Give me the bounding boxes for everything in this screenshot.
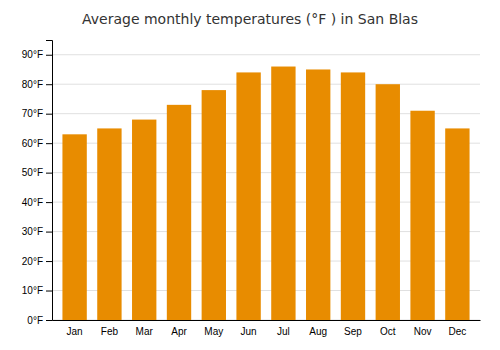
tick-label: 70°F [22, 108, 43, 119]
bar [410, 111, 434, 320]
tick-label: Oct [380, 326, 396, 337]
tick: 40°F [22, 197, 52, 208]
title: Average monthly temperatures (°F ) in Sa… [82, 11, 418, 27]
bars [62, 67, 469, 320]
tick: 10°F [22, 285, 52, 296]
tick-mark [46, 202, 52, 203]
tick: Jan [67, 326, 83, 337]
tick-mark [46, 114, 52, 115]
tick-label: May [204, 326, 223, 337]
bar [202, 90, 226, 320]
tick: Jun [241, 326, 257, 337]
bar [445, 128, 469, 320]
axis-line [53, 320, 481, 321]
tick-label: 90°F [22, 49, 43, 60]
tick-mark [46, 261, 52, 262]
tick: Sep [344, 326, 362, 337]
axis-line [46, 41, 53, 321]
x-axis: Jan Feb Mar Apr May Jun Jul Aug Sep Oct Nov Dec [53, 321, 481, 338]
tick-label: Aug [309, 326, 327, 337]
tick: 30°F [22, 226, 52, 237]
tick: 90°F [22, 49, 52, 60]
tick: Feb [101, 326, 119, 337]
y-axis: 0°F 10°F 20°F 30°F 40°F 50°F 60°F 70°F 80°F 90°F [22, 41, 53, 326]
tick-label: Jul [277, 326, 290, 337]
tick: Apr [171, 326, 187, 337]
tick-label: Jun [241, 326, 257, 337]
tick: Mar [136, 326, 154, 337]
tick-label: 20°F [22, 256, 43, 267]
tick: 20°F [22, 256, 52, 267]
grid [52, 55, 480, 320]
bar [132, 120, 156, 320]
bar [236, 72, 260, 320]
tick-label: 50°F [22, 167, 43, 178]
tick: 60°F [22, 138, 52, 149]
tick: 0°F [27, 315, 52, 326]
grid-line [52, 84, 480, 85]
tick-mark [46, 320, 52, 321]
tick: Nov [414, 326, 432, 337]
tick-label: 80°F [22, 79, 43, 90]
tick-label: 40°F [22, 197, 43, 208]
bar [376, 84, 400, 320]
grid-line [52, 54, 480, 55]
tick-label: Sep [344, 326, 362, 337]
tick: 70°F [22, 108, 52, 119]
tick-label: Mar [136, 326, 154, 337]
tick-mark [46, 143, 52, 144]
tick-mark [46, 55, 52, 56]
tick-mark [46, 173, 52, 174]
bar [167, 105, 191, 320]
tick-label: Dec [448, 326, 466, 337]
tick-label: 10°F [22, 285, 43, 296]
tick-label: Jan [67, 326, 83, 337]
chart: Average monthly temperatures (°F ) in Sa… [0, 0, 500, 350]
tick-label: 30°F [22, 226, 43, 237]
plot: 0°F 10°F 20°F 30°F 40°F 50°F 60°F 70°F 80°F 90°F J… [22, 41, 481, 338]
tick-label: Apr [171, 326, 187, 337]
tick-label: Feb [101, 326, 119, 337]
tick-mark [46, 84, 52, 85]
tick: 80°F [22, 79, 52, 90]
tick: Oct [380, 326, 396, 337]
bar [271, 67, 295, 320]
bar [341, 72, 365, 320]
bar [97, 128, 121, 320]
tick: Aug [309, 326, 327, 337]
tick-mark [46, 291, 52, 292]
tick-label: Nov [414, 326, 432, 337]
tick: Jul [277, 326, 290, 337]
tick: May [204, 326, 223, 337]
tick-label: 0°F [27, 315, 43, 326]
tick-label: 60°F [22, 138, 43, 149]
tick: 50°F [22, 167, 52, 178]
tick-mark [46, 232, 52, 233]
bar [306, 69, 330, 320]
bar [62, 134, 86, 320]
tick: Dec [448, 326, 466, 337]
